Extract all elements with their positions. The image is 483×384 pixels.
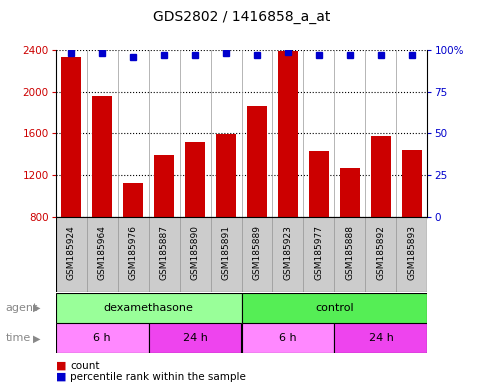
Text: GSM185892: GSM185892 bbox=[376, 225, 385, 280]
Bar bbox=[402, 150, 422, 217]
Text: GSM185891: GSM185891 bbox=[222, 225, 230, 280]
Bar bbox=[309, 151, 329, 217]
Text: GSM185923: GSM185923 bbox=[284, 225, 293, 280]
Text: 6 h: 6 h bbox=[93, 333, 111, 343]
Bar bbox=[123, 182, 143, 217]
Bar bbox=[334, 217, 366, 292]
Bar bbox=[154, 156, 174, 217]
Bar bbox=[366, 217, 397, 292]
Bar bbox=[216, 134, 236, 217]
Text: count: count bbox=[70, 361, 99, 371]
Bar bbox=[278, 51, 298, 217]
Text: GSM185889: GSM185889 bbox=[253, 225, 261, 280]
Text: time: time bbox=[6, 333, 31, 343]
Bar bbox=[242, 217, 272, 292]
Bar bbox=[56, 293, 242, 323]
Bar bbox=[242, 323, 334, 353]
Text: ▶: ▶ bbox=[32, 303, 40, 313]
Bar bbox=[340, 168, 360, 217]
Text: dexamethasone: dexamethasone bbox=[103, 303, 194, 313]
Text: percentile rank within the sample: percentile rank within the sample bbox=[70, 372, 246, 382]
Text: GSM185964: GSM185964 bbox=[98, 225, 107, 280]
Bar bbox=[149, 323, 242, 353]
Text: GSM185924: GSM185924 bbox=[67, 225, 75, 280]
Bar bbox=[334, 323, 427, 353]
Bar bbox=[86, 217, 117, 292]
Bar bbox=[61, 57, 81, 217]
Bar bbox=[149, 217, 180, 292]
Bar bbox=[247, 106, 267, 217]
Bar bbox=[242, 293, 427, 323]
Text: GSM185887: GSM185887 bbox=[159, 225, 169, 280]
Bar bbox=[56, 217, 86, 292]
Text: GSM185893: GSM185893 bbox=[408, 225, 416, 280]
Text: 24 h: 24 h bbox=[183, 333, 208, 343]
Bar bbox=[180, 217, 211, 292]
Bar bbox=[56, 323, 149, 353]
Bar bbox=[92, 96, 112, 217]
Text: GSM185977: GSM185977 bbox=[314, 225, 324, 280]
Bar bbox=[211, 217, 242, 292]
Text: ▶: ▶ bbox=[32, 333, 40, 343]
Bar bbox=[371, 136, 391, 217]
Text: ■: ■ bbox=[56, 361, 66, 371]
Bar bbox=[185, 142, 205, 217]
Bar bbox=[397, 217, 427, 292]
Text: GDS2802 / 1416858_a_at: GDS2802 / 1416858_a_at bbox=[153, 10, 330, 23]
Text: 6 h: 6 h bbox=[279, 333, 297, 343]
Text: GSM185888: GSM185888 bbox=[345, 225, 355, 280]
Text: agent: agent bbox=[6, 303, 38, 313]
Bar bbox=[272, 217, 303, 292]
Text: ■: ■ bbox=[56, 372, 66, 382]
Bar bbox=[303, 217, 334, 292]
Text: 24 h: 24 h bbox=[369, 333, 394, 343]
Text: control: control bbox=[315, 303, 354, 313]
Text: GSM185890: GSM185890 bbox=[190, 225, 199, 280]
Bar bbox=[117, 217, 149, 292]
Text: GSM185976: GSM185976 bbox=[128, 225, 138, 280]
